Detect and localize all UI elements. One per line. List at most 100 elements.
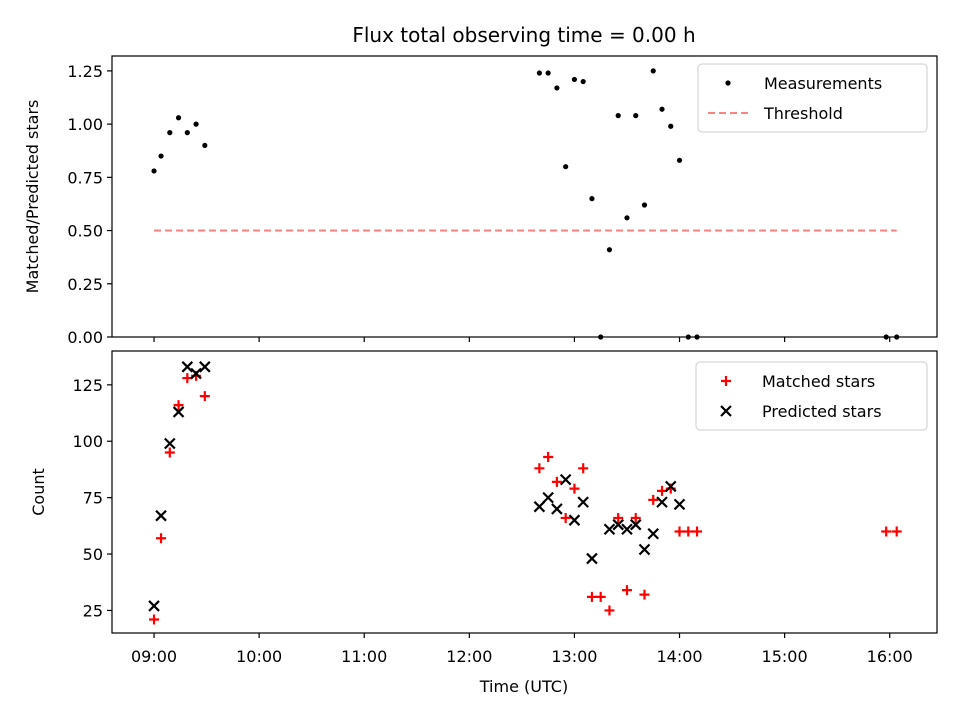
- x-tick-label: 11:00: [341, 647, 387, 666]
- counts-point: [586, 591, 597, 602]
- counts-point: [578, 463, 589, 474]
- count-panel: 25 50 75 100 125 09:00 10:00 11:00 12:00 13:00 14:…: [29, 350, 938, 666]
- counts-legend: Matched stars Predicted stars: [695, 361, 928, 431]
- counts-point: [164, 447, 175, 458]
- legend-marker: [720, 405, 732, 417]
- y-tick-label: 1.25: [67, 62, 103, 81]
- ratio-panel: 0.00 0.25 0.50 0.75 1.00 1.25 Matched/Predicte…: [23, 55, 938, 347]
- counts-point: [595, 591, 606, 602]
- counts-point: [673, 498, 686, 511]
- y-tick-label: 0.50: [67, 222, 103, 241]
- counts-point: [629, 518, 642, 531]
- counts-point: [613, 512, 624, 523]
- counts-point: [612, 518, 624, 531]
- counts-point: [674, 526, 685, 537]
- y-tick-label: 125: [72, 376, 103, 395]
- y-tick-label: 1.00: [67, 115, 103, 134]
- x-axis-label: Time (UTC): [479, 677, 568, 696]
- y-tick-label: 50: [83, 545, 103, 564]
- counts-point: [173, 400, 184, 411]
- counts-point: [683, 526, 694, 537]
- ratio-point: [175, 115, 182, 121]
- counts-point: [181, 361, 194, 373]
- counts-point: [172, 406, 185, 418]
- ratio-y-axis-label: Matched/Predicted stars: [23, 100, 42, 294]
- counts-point: [156, 533, 167, 544]
- ratio-point: [606, 247, 613, 253]
- ratio-series-0: [151, 68, 900, 340]
- ratio-point: [167, 130, 173, 136]
- counts-point: [647, 527, 660, 540]
- ratio-point: [676, 157, 683, 163]
- counts-point: [551, 476, 562, 487]
- y-tick-label: 25: [83, 601, 103, 620]
- ratio-point: [633, 113, 639, 119]
- counts-point: [559, 473, 572, 486]
- counts-point: [149, 614, 160, 625]
- ratio-point: [193, 121, 199, 127]
- counts-point: [692, 526, 703, 537]
- counts-point: [534, 463, 545, 474]
- legend-box: [697, 63, 928, 133]
- counts-point: [199, 361, 211, 373]
- counts-point: [560, 512, 571, 523]
- legend-label: Predicted stars: [762, 402, 882, 421]
- ratio-point: [624, 215, 630, 221]
- counts-point: [664, 480, 677, 493]
- counts-point: [543, 452, 554, 463]
- ratio-point: [563, 164, 569, 170]
- ratio-frame: [111, 55, 938, 338]
- counts-frame: [111, 350, 938, 634]
- ratio-point: [668, 123, 674, 129]
- counts-point: [148, 600, 160, 612]
- x-tick-label: 16:00: [867, 647, 913, 666]
- ratio-legend: Measurements Threshold: [697, 63, 928, 133]
- counts-point: [155, 509, 167, 522]
- counts-point: [569, 483, 580, 494]
- ratio-point: [554, 85, 560, 91]
- x-tick-label: 14:00: [656, 647, 702, 666]
- y-tick-label: 0.25: [67, 275, 103, 294]
- x-tick-label: 12:00: [446, 647, 492, 666]
- y-tick-label: 100: [72, 432, 103, 451]
- counts-point: [604, 605, 615, 616]
- counts-point: [603, 523, 616, 536]
- counts-point: [190, 367, 202, 380]
- counts-point: [621, 523, 633, 536]
- ratio-point: [580, 78, 586, 85]
- ratio-point: [202, 142, 208, 149]
- counts-point: [638, 543, 651, 556]
- counts-point: [586, 552, 598, 565]
- ratio-point: [571, 76, 578, 83]
- ratio-point: [641, 202, 648, 208]
- legend-label: Measurements: [764, 74, 882, 93]
- counts-point: [533, 500, 546, 513]
- legend-box: [695, 361, 928, 431]
- counts-point: [630, 512, 641, 523]
- ratio-point: [151, 168, 157, 174]
- y-tick-label: 0.00: [67, 328, 103, 347]
- ratio-point: [545, 70, 551, 76]
- legend-label: Matched stars: [762, 372, 875, 391]
- counts-point: [551, 503, 563, 515]
- legend-marker: [725, 80, 731, 86]
- legend-marker: [721, 376, 731, 386]
- x-tick-label: 10:00: [236, 647, 282, 666]
- counts-point: [199, 391, 210, 402]
- ratio-point: [650, 68, 656, 74]
- ratio-point: [615, 113, 621, 119]
- counts-point: [621, 585, 632, 596]
- counts-point: [577, 496, 589, 508]
- ratio-point: [536, 70, 542, 76]
- counts-point: [542, 491, 554, 504]
- y-tick-label: 0.75: [67, 168, 103, 187]
- counts-point: [639, 589, 650, 600]
- x-tick-label: 13:00: [551, 647, 597, 666]
- x-tick-label: 09:00: [131, 647, 177, 666]
- x-tick-label: 15:00: [762, 647, 808, 666]
- counts-point: [568, 514, 581, 526]
- counts-y-axis-label: Count: [29, 468, 48, 516]
- counts-point: [881, 526, 892, 537]
- chart-title: Flux total observing time = 0.00 h: [352, 23, 695, 47]
